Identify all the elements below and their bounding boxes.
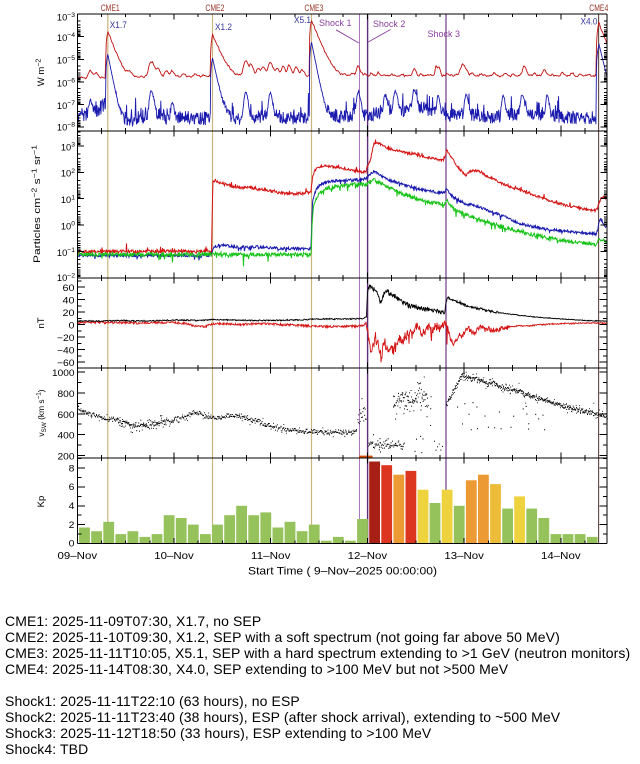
svg-text:11–Nov: 11–Nov [251,551,291,562]
svg-text:10−7: 10−7 [57,100,75,111]
svg-text:1000: 1000 [52,368,75,378]
svg-text:12–Nov: 12–Nov [348,551,388,562]
svg-text:4: 4 [69,501,75,511]
svg-text:2: 2 [69,520,75,530]
svg-text:101: 101 [61,194,75,205]
svg-text:10−1: 10−1 [57,247,75,258]
svg-text:10−6: 10−6 [57,78,75,89]
svg-text:10−5: 10−5 [57,55,75,66]
svg-text:Start Time ( 9–Nov–2025 00:00:: Start Time ( 9–Nov–2025 00:00:00) [248,566,437,578]
svg-text:Shock 1: Shock 1 [319,18,352,28]
svg-text:Shock 2: Shock 2 [373,19,406,29]
svg-text:X5.1: X5.1 [294,15,311,25]
svg-text:Kp: Kp [36,496,47,508]
svg-text:−40: −40 [57,346,75,356]
svg-text:CME2: CME2 [205,3,224,13]
svg-text:CME3: CME3 [304,3,323,13]
svg-text:6: 6 [69,482,75,492]
svg-text:CME4: CME4 [589,3,608,13]
svg-text:0: 0 [69,321,75,331]
svg-text:−60: −60 [57,358,75,368]
svg-text:10–Nov: 10–Nov [154,551,194,562]
svg-text:20: 20 [63,308,75,318]
svg-text:40: 40 [63,296,75,306]
svg-text:103: 103 [61,142,75,153]
svg-text:Particles cm−2 s−1 sr−1: Particles cm−2 s−1 sr−1 [32,145,44,263]
svg-text:−20: −20 [57,333,75,343]
svg-text:102: 102 [61,168,75,179]
svg-text:09–Nov: 09–Nov [58,551,98,562]
svg-text:60: 60 [63,283,75,293]
svg-text:Shock 3: Shock 3 [428,29,461,39]
svg-text:10−4: 10−4 [57,32,75,43]
svg-text:8: 8 [69,463,75,473]
svg-text:CME1: CME1 [101,3,120,13]
svg-text:200: 200 [58,452,75,462]
svg-text:10−2: 10−2 [57,272,75,283]
svg-text:10−8: 10−8 [57,122,75,133]
svg-text:10−3: 10−3 [57,12,75,23]
svg-text:600: 600 [58,410,75,420]
svg-text:400: 400 [58,431,75,441]
svg-text:X1.7: X1.7 [110,20,127,30]
svg-text:800: 800 [58,389,75,399]
svg-text:nT: nT [36,317,47,328]
svg-text:13–Nov: 13–Nov [444,551,484,562]
svg-text:100: 100 [61,221,75,232]
svg-text:X1.2: X1.2 [215,22,232,32]
svg-text:X4.0: X4.0 [581,16,598,26]
svg-text:W m−2: W m−2 [36,59,48,87]
svg-text:0: 0 [69,539,75,549]
svg-text:14–Nov: 14–Nov [541,551,581,562]
